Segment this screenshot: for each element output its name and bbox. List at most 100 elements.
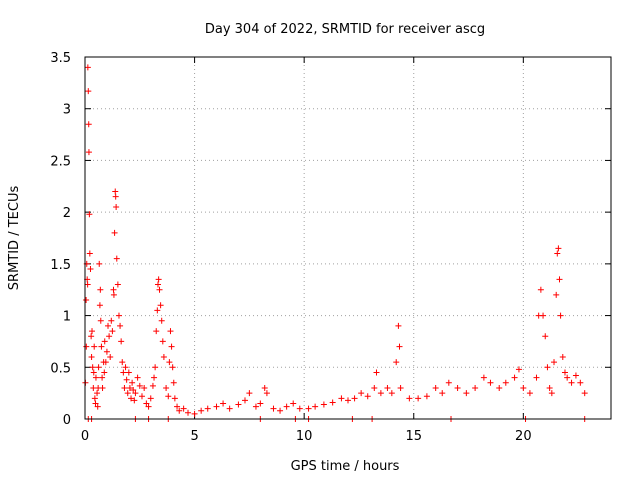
data-point xyxy=(83,297,90,304)
y-tick-label: 3 xyxy=(63,103,71,118)
y-tick-label: 1.5 xyxy=(50,258,71,273)
data-point xyxy=(112,188,119,195)
data-point xyxy=(89,328,96,335)
data-point xyxy=(99,384,106,391)
data-point xyxy=(92,374,99,381)
data-point xyxy=(454,384,461,391)
data-point xyxy=(572,372,579,379)
y-tick-label: 1 xyxy=(63,310,71,325)
data-point xyxy=(463,390,470,397)
data-point xyxy=(96,260,103,267)
data-point xyxy=(85,149,92,156)
data-point xyxy=(204,405,211,412)
data-point xyxy=(396,343,403,350)
data-point xyxy=(110,291,117,298)
data-point xyxy=(160,353,167,360)
data-point xyxy=(95,364,102,371)
data-point xyxy=(526,390,533,397)
data-point xyxy=(263,390,270,397)
data-point xyxy=(113,203,120,210)
data-point xyxy=(121,384,128,391)
data-point xyxy=(157,302,164,309)
data-point xyxy=(241,397,248,404)
data-point xyxy=(176,407,183,414)
data-point xyxy=(120,369,127,376)
x-tick-label: 20 xyxy=(515,429,532,444)
data-point xyxy=(559,353,566,360)
data-point xyxy=(487,379,494,386)
y-tick-label: 3.5 xyxy=(50,51,71,66)
data-point xyxy=(84,281,91,288)
data-point xyxy=(119,359,126,366)
axis-ticks xyxy=(84,56,611,420)
data-point xyxy=(115,312,122,319)
data-point xyxy=(384,384,391,391)
grid xyxy=(85,57,611,419)
data-point xyxy=(130,387,137,394)
data-point xyxy=(88,333,95,340)
data-point xyxy=(555,245,562,252)
data-point xyxy=(155,276,162,283)
data-point xyxy=(515,366,522,373)
data-point xyxy=(92,400,99,407)
data-point xyxy=(151,374,158,381)
data-point xyxy=(143,400,150,407)
y-tick-label: 0 xyxy=(63,413,71,428)
data-point xyxy=(167,328,174,335)
data-point xyxy=(290,400,297,407)
data-point xyxy=(277,407,284,414)
data-point xyxy=(502,379,509,386)
data-point xyxy=(556,276,563,283)
data-point xyxy=(94,403,101,410)
data-point xyxy=(138,393,145,400)
data-point xyxy=(540,312,547,319)
plot-frame xyxy=(84,56,612,420)
data-point xyxy=(163,384,170,391)
data-point xyxy=(423,393,430,400)
data-point xyxy=(397,384,404,391)
data-point xyxy=(96,302,103,309)
data-point xyxy=(154,281,161,288)
data-point xyxy=(85,121,92,128)
data-point xyxy=(364,393,371,400)
data-point xyxy=(102,359,109,366)
data-point xyxy=(91,343,98,350)
y-tick-label: 0.5 xyxy=(50,361,71,376)
data-point xyxy=(261,384,268,391)
data-point xyxy=(415,395,422,402)
data-point xyxy=(351,395,358,402)
data-point xyxy=(110,286,117,293)
data-point xyxy=(257,400,264,407)
y-tick-label: 2 xyxy=(63,206,71,221)
data-point xyxy=(395,322,402,329)
data-point xyxy=(581,390,588,397)
data-point xyxy=(533,374,540,381)
data-point xyxy=(132,390,139,397)
data-point xyxy=(114,281,121,288)
data-point xyxy=(126,384,133,391)
data-point xyxy=(358,390,365,397)
data-point xyxy=(98,343,105,350)
data-point xyxy=(198,407,205,414)
data-point xyxy=(168,343,175,350)
data-point xyxy=(125,369,132,376)
data-point xyxy=(103,348,110,355)
data-point xyxy=(554,250,561,257)
data-point xyxy=(171,395,178,402)
data-point xyxy=(283,403,290,410)
x-tick-label: 5 xyxy=(190,429,198,444)
data-point xyxy=(432,384,439,391)
data-point xyxy=(270,405,277,412)
data-point xyxy=(520,384,527,391)
x-tick-label: 10 xyxy=(296,429,313,444)
data-point xyxy=(220,400,227,407)
data-point xyxy=(246,390,253,397)
x-tick-label: 15 xyxy=(405,429,422,444)
data-point xyxy=(568,379,575,386)
data-point xyxy=(89,364,96,371)
data-point xyxy=(113,255,120,262)
tick-labels: 0 5 10 15 20 0 0.5 1 1.5 2 2.5 3 3.5 xyxy=(50,51,531,444)
data-point xyxy=(320,401,327,408)
data-point xyxy=(564,374,571,381)
chart-title: Day 304 of 2022, SRMTID for receiver asc… xyxy=(205,22,485,37)
